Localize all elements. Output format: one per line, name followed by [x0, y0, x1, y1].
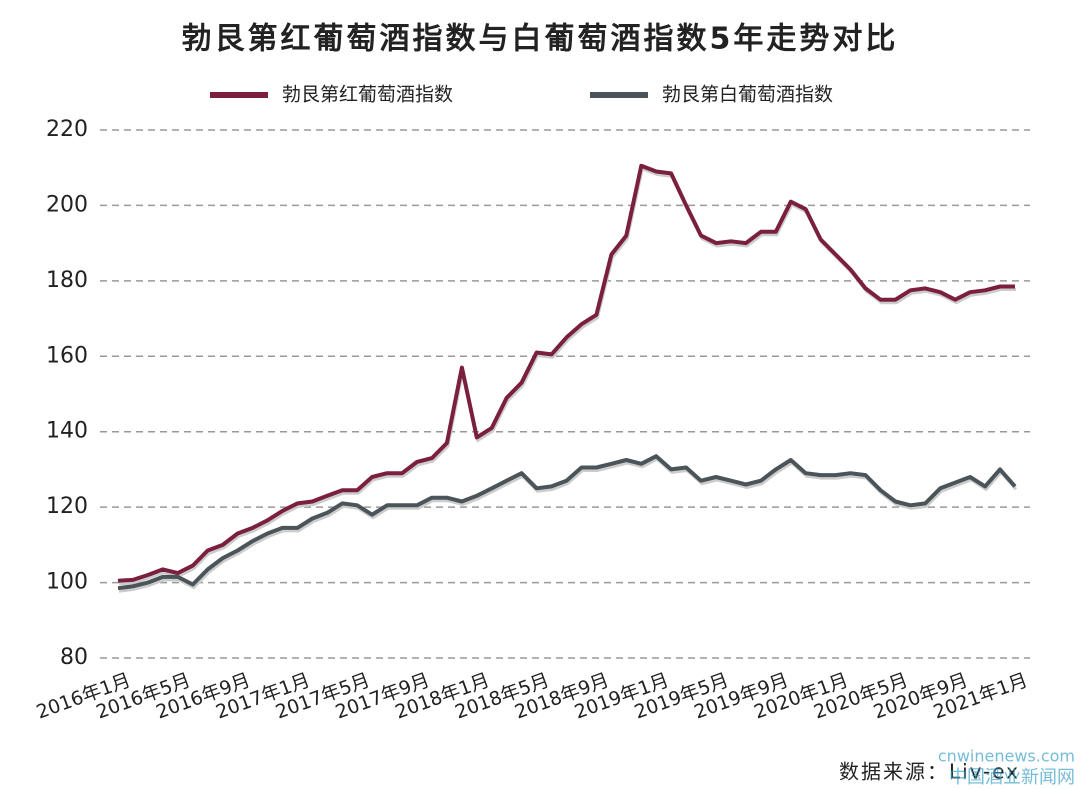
watermark: 中国酒业新闻网 — [949, 767, 1075, 788]
watermark: cnwinenews.com — [938, 747, 1075, 766]
y-tick-label: 100 — [46, 570, 88, 595]
y-tick-label: 140 — [46, 419, 88, 444]
source: 数据来源：Liv-ex — [839, 760, 1020, 784]
y-tick-label: 180 — [46, 268, 88, 293]
legend-label: 勃艮第白葡萄酒指数 — [662, 84, 833, 106]
y-tick-label: 200 — [46, 192, 88, 217]
line — [118, 166, 1016, 586]
series-line — [117, 163, 1015, 583]
y-tick-label: 120 — [46, 494, 88, 519]
y-tick-label: 160 — [46, 343, 88, 368]
legend-label: 勃艮第红葡萄酒指数 — [282, 84, 453, 106]
chart-title: 勃艮第红葡萄酒指数与白葡萄酒指数5年走势对比 — [182, 22, 899, 57]
series-line — [117, 454, 1017, 591]
y-tick-label: 80 — [60, 645, 88, 670]
y-tick-label: 220 — [46, 117, 88, 142]
